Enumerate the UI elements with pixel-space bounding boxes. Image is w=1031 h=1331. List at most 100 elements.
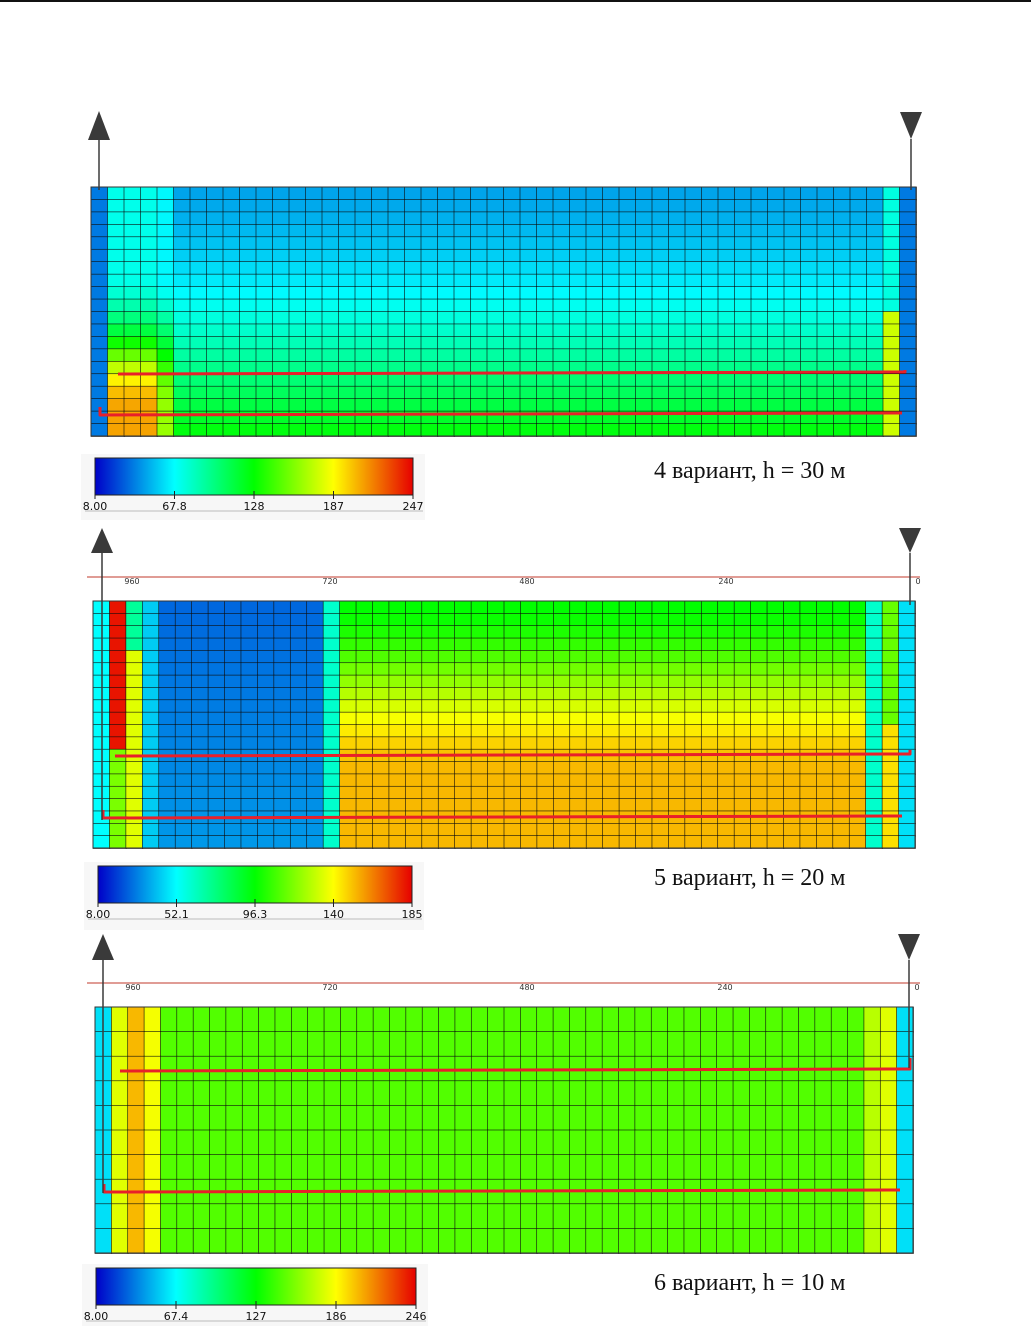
grid-cell xyxy=(90,348,109,363)
grid-cell xyxy=(832,822,851,837)
grid-cell xyxy=(340,1031,358,1057)
grid-cell xyxy=(140,360,158,375)
grid-cell xyxy=(109,711,127,726)
grid-cell xyxy=(224,822,242,837)
grid-cell xyxy=(321,385,340,400)
grid-cell xyxy=(389,1129,407,1156)
grid-cell xyxy=(158,835,176,849)
up-arrow-icon xyxy=(91,528,113,553)
grid-cell xyxy=(899,336,917,350)
grid-cell xyxy=(355,637,374,652)
grid-cell xyxy=(585,835,604,849)
grid-cell xyxy=(437,311,455,325)
grid-cell xyxy=(717,423,736,437)
grid-cell xyxy=(156,236,175,251)
grid-cell xyxy=(322,736,341,751)
grid-cell xyxy=(866,211,884,226)
grid-cell xyxy=(305,336,323,350)
grid-cell xyxy=(503,798,522,812)
grid-cell xyxy=(618,687,637,701)
grid-cell xyxy=(847,1203,865,1230)
grid-cell xyxy=(816,224,835,238)
grid-cell xyxy=(553,613,571,627)
grid-cell xyxy=(486,211,505,226)
grid-cell xyxy=(701,336,719,350)
grid-cell xyxy=(140,323,158,338)
grid-cell xyxy=(536,1154,554,1181)
grid-cell xyxy=(882,385,901,400)
ruler-tick-label: 240 xyxy=(717,983,732,992)
grid-cell xyxy=(487,674,505,689)
grid-cell xyxy=(668,711,686,726)
grid-cell xyxy=(142,699,160,713)
grid-cell xyxy=(173,224,191,238)
grid-cell xyxy=(684,248,703,263)
grid-cell xyxy=(781,1228,800,1254)
grid-cell xyxy=(701,236,719,251)
grid-cell xyxy=(865,674,883,689)
grid-cell xyxy=(405,724,423,738)
grid-cell xyxy=(421,600,440,615)
grid-cell xyxy=(832,711,851,726)
grid-cell xyxy=(766,662,785,676)
grid-cell xyxy=(420,248,439,263)
grid-cell xyxy=(355,773,374,788)
grid-cell xyxy=(717,600,735,615)
grid-cell xyxy=(158,637,176,652)
grid-cell xyxy=(339,600,357,615)
grid-cell xyxy=(305,323,323,338)
grid-cell xyxy=(388,650,407,664)
grid-cell xyxy=(209,1129,227,1156)
grid-cell xyxy=(635,286,653,300)
grid-cell xyxy=(338,273,356,288)
grid-cell xyxy=(454,1006,473,1033)
grid-cell xyxy=(798,1031,816,1057)
grid-cell xyxy=(848,835,867,849)
grid-cell xyxy=(783,674,801,689)
grid-cell xyxy=(404,311,422,325)
grid-cell xyxy=(306,785,324,800)
grid-cell xyxy=(356,1031,374,1057)
grid-cell xyxy=(372,711,390,726)
grid-cell xyxy=(635,724,653,738)
grid-cell xyxy=(585,1228,603,1254)
horizontal-well-producer xyxy=(117,370,907,376)
grid-cell xyxy=(372,724,390,738)
grid-cell xyxy=(667,1203,685,1230)
grid-cell xyxy=(421,674,440,689)
grid-cell xyxy=(486,199,505,213)
grid-cell xyxy=(404,373,422,387)
grid-cell xyxy=(700,761,719,775)
grid-cell xyxy=(767,199,785,213)
grid-cell xyxy=(240,650,259,664)
grid-cell xyxy=(372,1154,391,1181)
grid-cell xyxy=(388,798,407,812)
grid-cell xyxy=(209,1105,227,1131)
grid-cell xyxy=(192,1154,211,1181)
grid-cell xyxy=(206,248,224,263)
grid-cell xyxy=(160,1055,178,1082)
grid-cell xyxy=(487,1105,505,1131)
grid-cell xyxy=(635,785,653,800)
grid-cell xyxy=(750,798,768,812)
grid-cell xyxy=(123,273,142,288)
grid-cell xyxy=(454,699,472,713)
grid-cell xyxy=(849,186,868,201)
grid-cell xyxy=(225,1031,244,1057)
grid-cell xyxy=(536,736,555,751)
grid-cell xyxy=(816,298,835,313)
grid-cell xyxy=(339,822,357,837)
grid-cell xyxy=(520,1228,538,1254)
grid-cell xyxy=(90,298,109,313)
grid-cell xyxy=(355,798,374,812)
grid-cell xyxy=(453,348,472,363)
grid-cell xyxy=(849,385,868,400)
grid-cell xyxy=(372,687,390,701)
grid-cell xyxy=(206,398,224,412)
grid-cell xyxy=(257,600,275,615)
grid-cell xyxy=(601,1080,620,1107)
grid-cell xyxy=(651,724,670,738)
grid-cell xyxy=(289,613,308,627)
grid-cell xyxy=(272,348,290,363)
grid-cell xyxy=(585,773,604,788)
